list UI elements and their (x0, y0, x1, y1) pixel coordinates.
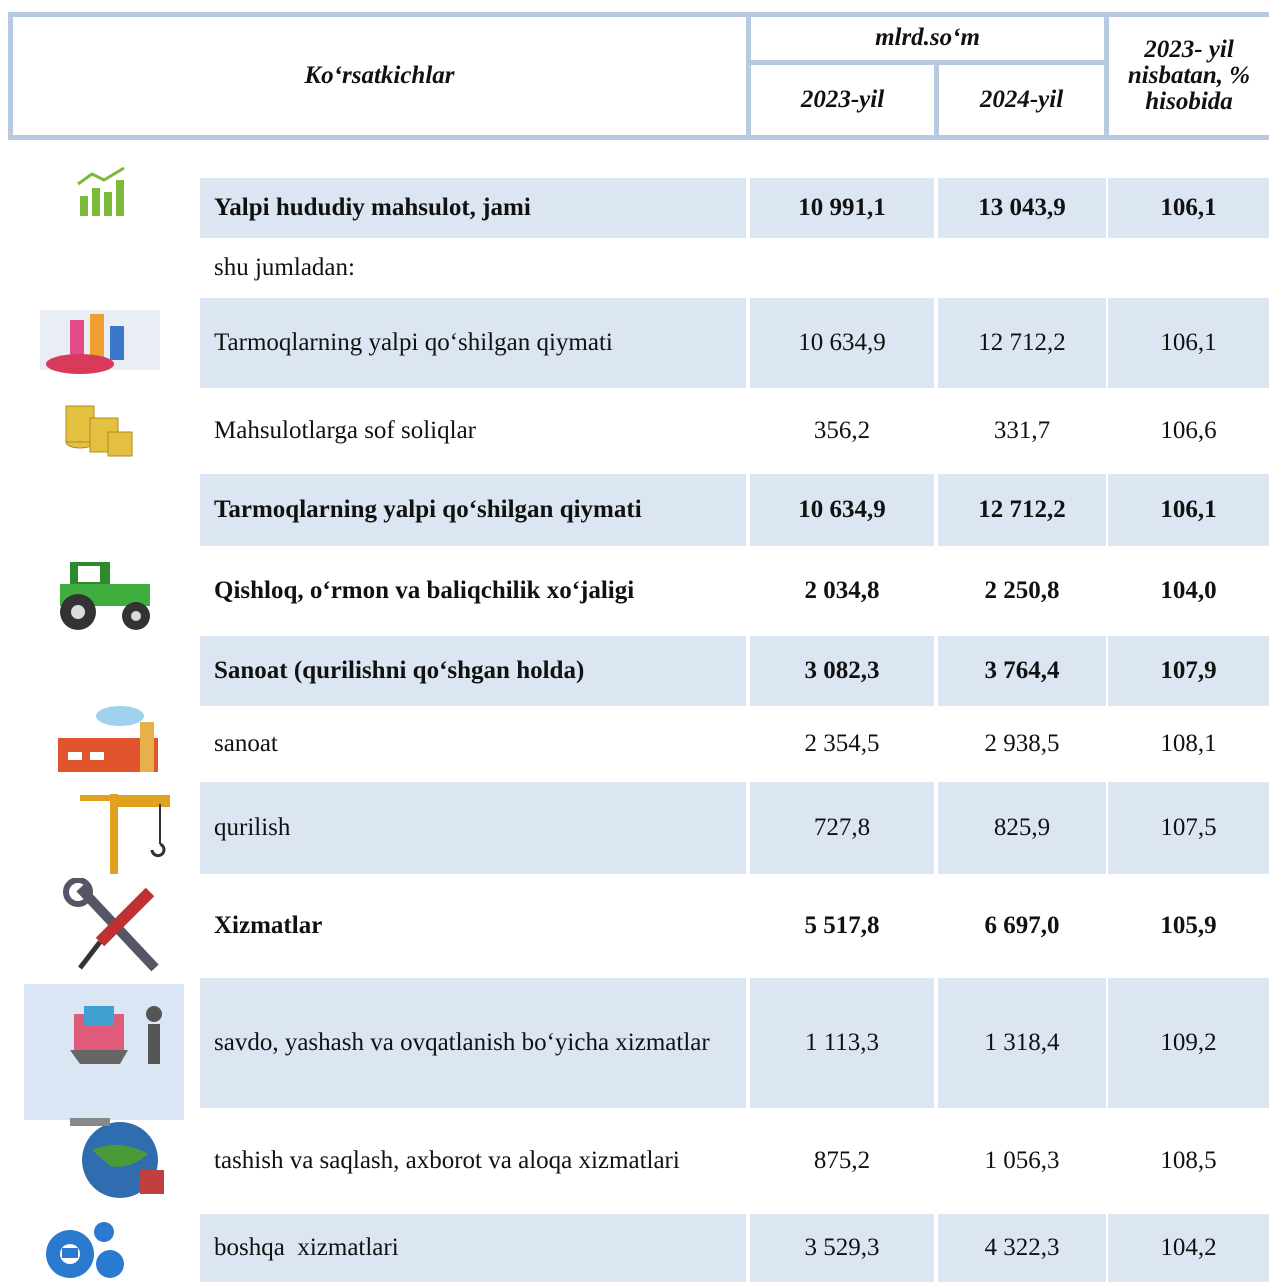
icon-graphic (70, 1118, 164, 1198)
header-border (746, 60, 1109, 65)
icon (40, 877, 170, 972)
row-value: 2 034,8 (804, 576, 880, 604)
row-label: qurilish (200, 782, 746, 874)
icon-graphic (63, 877, 159, 972)
row-value: 10 634,9 (750, 298, 934, 388)
row-value: 106,1 (1108, 474, 1269, 546)
icon (24, 984, 184, 1120)
row-value: 12 712,2 (938, 298, 1106, 388)
row-label: shu jumladan: (214, 253, 355, 281)
row-value: 106,1 (1108, 298, 1269, 388)
header-border (8, 135, 1269, 140)
row-value: 356,2 (813, 416, 871, 444)
row-label: Tarmoqlarning yalpi qo‘shilgan qiymati (200, 474, 746, 546)
row-value: 4 322,3 (938, 1214, 1106, 1282)
row-value: 106,6 (1160, 416, 1217, 444)
row-value: 109,2 (1108, 978, 1269, 1108)
row-value: 3 082,3 (750, 636, 934, 706)
icon-graphic (24, 984, 184, 1120)
icon (40, 784, 180, 880)
row-value: 6 697,0 (984, 911, 1060, 939)
header-indicator: Ko‘rsatkichlar (304, 61, 455, 89)
icon-graphic (77, 166, 125, 216)
header-border (1104, 12, 1109, 140)
row-value: 104,2 (1108, 1214, 1269, 1282)
row-value: 107,5 (1108, 782, 1269, 874)
icon-graphic (40, 310, 160, 374)
icon-graphic (60, 562, 150, 630)
row-value: 3 529,3 (750, 1214, 934, 1282)
row-value: 1 056,3 (984, 1146, 1060, 1174)
row-label: boshqa xizmatlari (200, 1214, 746, 1282)
icon-graphic (46, 1222, 124, 1278)
icon (50, 392, 150, 462)
row-value: 108,5 (1160, 1146, 1217, 1174)
row-label: Tarmoqlarning yalpi qo‘shilgan qiymati (200, 298, 746, 388)
header-year: 2023-yil (800, 85, 885, 113)
row-label: Qishloq, o‘rmon va baliqchilik xo‘jaligi (214, 576, 635, 604)
row-value: 107,9 (1108, 636, 1269, 706)
icon (40, 300, 180, 380)
icon (60, 166, 180, 236)
icon (24, 1214, 134, 1278)
row-value: 1 113,3 (750, 978, 934, 1108)
row-value: 105,9 (1160, 911, 1217, 939)
row-label: savdo, yashash va ovqatlanish bo‘yicha x… (200, 978, 746, 1108)
header-border (746, 12, 751, 140)
icon-graphic (65, 405, 133, 457)
row-value: 331,7 (993, 416, 1051, 444)
icon (40, 552, 170, 632)
icon-graphic (58, 706, 158, 772)
row-value: 10 991,1 (750, 178, 934, 238)
header-border (934, 62, 939, 140)
header-border (8, 12, 1269, 17)
row-label: Mahsulotlarga sof soliqlar (214, 416, 476, 444)
header-border (8, 12, 13, 140)
row-value: 106,1 (1108, 178, 1269, 238)
row-value: 12 712,2 (938, 474, 1106, 546)
row-value: 2 938,5 (984, 729, 1060, 757)
row-value: 3 764,4 (938, 636, 1106, 706)
row-value: 825,9 (938, 782, 1106, 874)
row-value: 104,0 (1160, 576, 1217, 604)
row-label: Yalpi hududiy mahsulot, jami (200, 178, 746, 238)
row-label: sanoat (214, 729, 278, 757)
header-unit: mlrd.so‘m (875, 24, 980, 52)
row-value: 13 043,9 (938, 178, 1106, 238)
row-label: tashish va saqlash, axborot va aloqa xiz… (214, 1146, 680, 1174)
row-value: 108,1 (1160, 729, 1217, 757)
row-value: 875,2 (813, 1146, 871, 1174)
row-value: 2 250,8 (984, 576, 1060, 604)
row-label: Xizmatlar (214, 911, 323, 939)
header-ratio: 2023- yil nisbatan, % hisobida (1127, 35, 1251, 116)
icon (40, 702, 170, 778)
row-value: 727,8 (750, 782, 934, 874)
icon (30, 1110, 180, 1206)
row-value: 2 354,5 (804, 729, 880, 757)
row-label: Sanoat (qurilishni qo‘shgan holda) (200, 636, 746, 706)
header-year: 2024-yil (979, 85, 1064, 113)
row-value: 1 318,4 (938, 978, 1106, 1108)
row-value: 5 517,8 (804, 911, 880, 939)
icon-graphic (80, 794, 170, 874)
row-value: 10 634,9 (750, 474, 934, 546)
